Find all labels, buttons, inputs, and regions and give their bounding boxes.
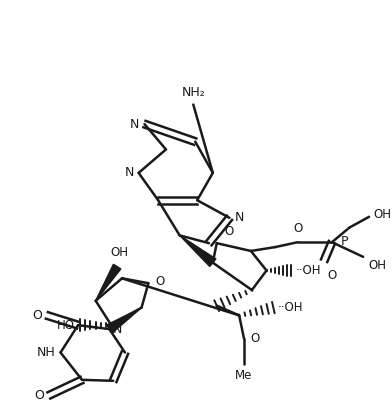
Text: N: N <box>234 211 244 224</box>
Polygon shape <box>180 235 216 266</box>
Polygon shape <box>96 264 121 301</box>
Text: O: O <box>32 309 42 322</box>
Text: O: O <box>225 225 234 238</box>
Text: Me: Me <box>235 369 253 382</box>
Text: N: N <box>124 166 134 179</box>
Text: O: O <box>293 222 302 235</box>
Text: OH: OH <box>368 259 386 272</box>
Text: O: O <box>34 389 44 402</box>
Text: P: P <box>341 235 348 248</box>
Text: O: O <box>250 332 259 345</box>
Text: N: N <box>130 117 140 130</box>
Text: OH: OH <box>373 208 391 222</box>
Polygon shape <box>107 308 142 333</box>
Text: HO: HO <box>57 319 75 331</box>
Text: N: N <box>113 323 123 336</box>
Text: OH: OH <box>110 246 128 259</box>
Text: ··OH: ··OH <box>296 264 321 277</box>
Text: O: O <box>327 268 336 282</box>
Text: NH₂: NH₂ <box>181 86 205 99</box>
Text: O: O <box>155 275 165 288</box>
Text: NH: NH <box>37 346 56 359</box>
Text: ··OH: ··OH <box>278 301 304 314</box>
